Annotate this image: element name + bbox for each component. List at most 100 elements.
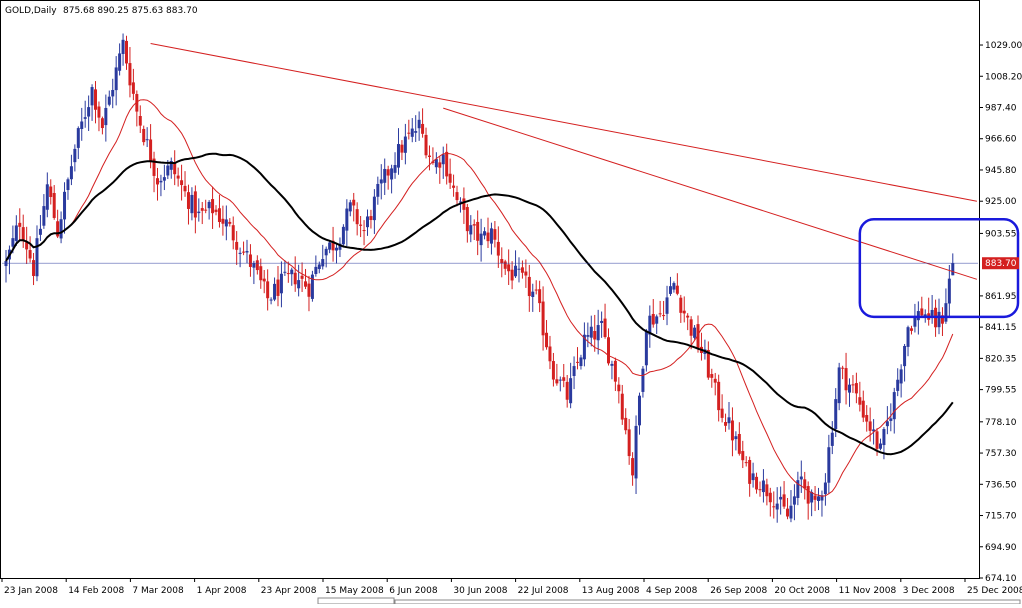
candle bbox=[472, 219, 476, 241]
candle bbox=[207, 200, 211, 220]
candle bbox=[861, 390, 865, 423]
candle bbox=[947, 265, 951, 319]
candle-body bbox=[613, 360, 617, 382]
x-tick-label: 30 Jun 2008 bbox=[453, 586, 507, 596]
candle-body bbox=[851, 384, 855, 386]
candle bbox=[940, 307, 944, 336]
candle-body bbox=[858, 397, 862, 405]
candle-body bbox=[538, 289, 542, 304]
candle-body bbox=[204, 209, 208, 211]
candle bbox=[851, 375, 855, 393]
candle-body bbox=[710, 374, 714, 378]
candle bbox=[448, 158, 452, 189]
candle bbox=[527, 264, 531, 312]
candle-body bbox=[445, 151, 449, 177]
candle-body bbox=[558, 379, 562, 381]
candle-body bbox=[369, 216, 373, 220]
candle bbox=[180, 164, 184, 201]
candle bbox=[190, 187, 194, 221]
candle bbox=[751, 462, 755, 488]
candle-body bbox=[417, 119, 421, 129]
candle-body bbox=[338, 243, 342, 250]
candle-body bbox=[837, 367, 841, 404]
trendline[interactable] bbox=[443, 107, 978, 280]
candle-body bbox=[569, 378, 573, 404]
candle-body bbox=[586, 335, 590, 337]
candle bbox=[827, 434, 831, 495]
candle-body bbox=[737, 433, 741, 454]
x-tick-label: 20 Oct 2008 bbox=[774, 586, 830, 596]
axes: 1029.00 1008.20 987.40 966.60 945.80 925.00 90… bbox=[1, 41, 1022, 596]
candle-body bbox=[576, 361, 580, 363]
candle bbox=[300, 262, 304, 292]
candle-body bbox=[534, 289, 538, 291]
candle bbox=[307, 275, 311, 312]
candle-body bbox=[118, 53, 122, 71]
last-price-tag bbox=[982, 257, 1019, 270]
candle bbox=[896, 368, 900, 397]
candle-body bbox=[551, 361, 555, 380]
candle bbox=[538, 280, 542, 313]
candle-body bbox=[56, 221, 60, 237]
candle-body bbox=[796, 480, 800, 498]
candle bbox=[407, 119, 411, 140]
candle-body bbox=[634, 425, 638, 479]
candle-body bbox=[224, 219, 228, 227]
candle bbox=[352, 192, 356, 222]
candle bbox=[727, 401, 731, 430]
candle-body bbox=[104, 107, 108, 126]
candle bbox=[868, 407, 872, 442]
candle bbox=[803, 471, 807, 500]
candle bbox=[717, 374, 721, 422]
candle-body bbox=[486, 232, 490, 242]
candle-body bbox=[510, 269, 514, 281]
candle bbox=[69, 154, 73, 186]
candle bbox=[889, 403, 893, 432]
candle-body bbox=[372, 196, 376, 221]
candle bbox=[121, 33, 125, 66]
candle bbox=[572, 356, 576, 390]
candle bbox=[290, 267, 294, 286]
candle-body bbox=[107, 96, 111, 105]
candle bbox=[510, 261, 514, 290]
candle-body bbox=[913, 316, 917, 327]
candle-body bbox=[331, 240, 335, 251]
candle-body bbox=[142, 128, 146, 143]
candle-body bbox=[441, 154, 445, 165]
candle bbox=[493, 221, 497, 248]
candle-body bbox=[183, 185, 187, 192]
candle bbox=[837, 362, 841, 411]
candle bbox=[620, 384, 624, 425]
candle bbox=[45, 172, 49, 218]
candle-body bbox=[138, 116, 142, 126]
candle-body bbox=[431, 161, 435, 163]
chart-scroll-marker[interactable] bbox=[317, 597, 395, 605]
candle-body bbox=[228, 221, 232, 224]
candle bbox=[372, 189, 376, 234]
candle bbox=[42, 194, 46, 229]
candle-body bbox=[186, 192, 190, 209]
candle-body bbox=[527, 276, 531, 297]
candle bbox=[865, 405, 869, 432]
plot-area bbox=[0, 0, 980, 579]
candle bbox=[786, 497, 790, 520]
candle-body bbox=[414, 131, 418, 133]
chart-scroll-marker-right[interactable] bbox=[394, 599, 1021, 605]
candle bbox=[792, 484, 796, 521]
candle-body bbox=[35, 238, 39, 277]
candle bbox=[651, 299, 655, 328]
candle-body bbox=[565, 381, 569, 400]
candle bbox=[548, 335, 552, 370]
candle bbox=[400, 140, 404, 161]
candle bbox=[87, 95, 91, 132]
candle bbox=[830, 421, 834, 455]
candle bbox=[273, 277, 277, 302]
candle bbox=[834, 388, 838, 438]
candle-body bbox=[407, 132, 411, 134]
y-tick-label: 925.00 bbox=[985, 197, 1017, 207]
candle bbox=[235, 231, 239, 265]
candle bbox=[920, 296, 924, 318]
trendline[interactable] bbox=[150, 43, 977, 202]
candle bbox=[737, 422, 741, 456]
candle bbox=[562, 363, 566, 388]
